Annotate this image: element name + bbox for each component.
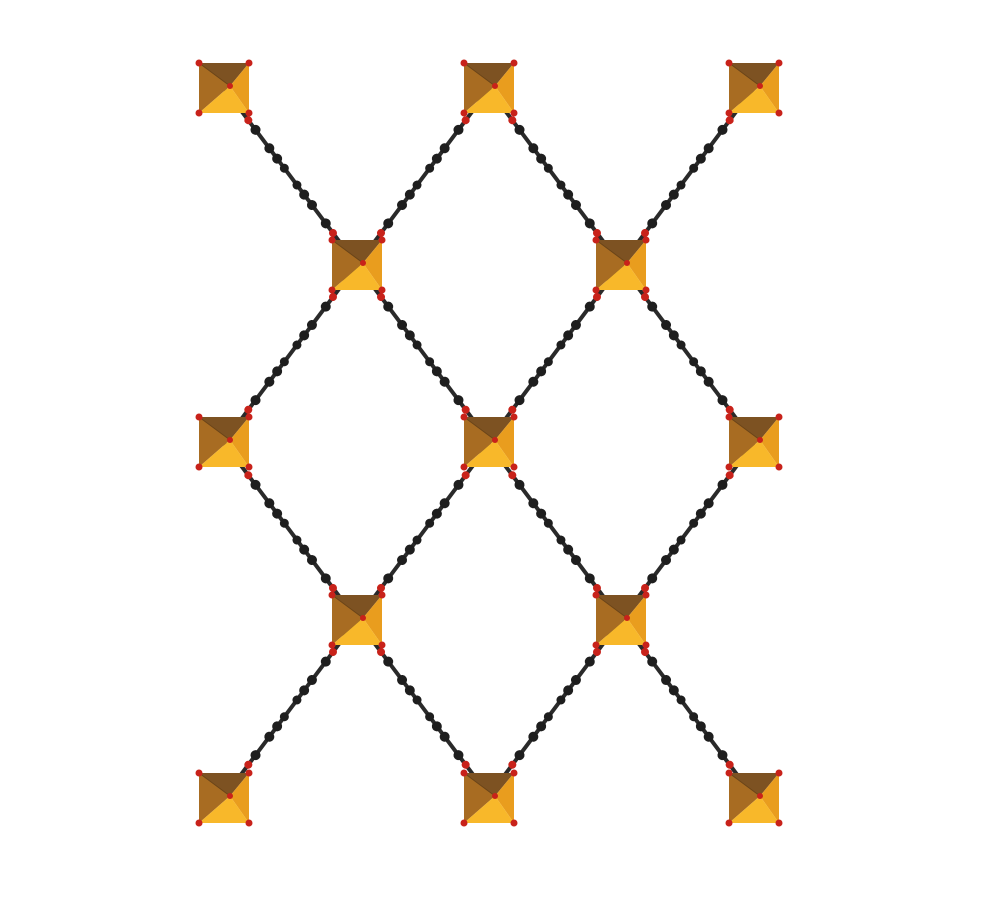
octahedron bbox=[460, 769, 518, 827]
octahedron bbox=[592, 236, 650, 294]
octahedron bbox=[725, 413, 783, 471]
metal-nodes bbox=[195, 59, 783, 827]
octahedron bbox=[195, 769, 253, 827]
octahedron bbox=[725, 59, 783, 117]
octahedron bbox=[195, 413, 253, 471]
octahedron bbox=[592, 591, 650, 649]
octahedron bbox=[725, 769, 783, 827]
octahedron bbox=[460, 413, 518, 471]
octahedron bbox=[328, 591, 386, 649]
octahedron bbox=[328, 236, 386, 294]
octahedron bbox=[195, 59, 253, 117]
octahedron bbox=[460, 59, 518, 117]
